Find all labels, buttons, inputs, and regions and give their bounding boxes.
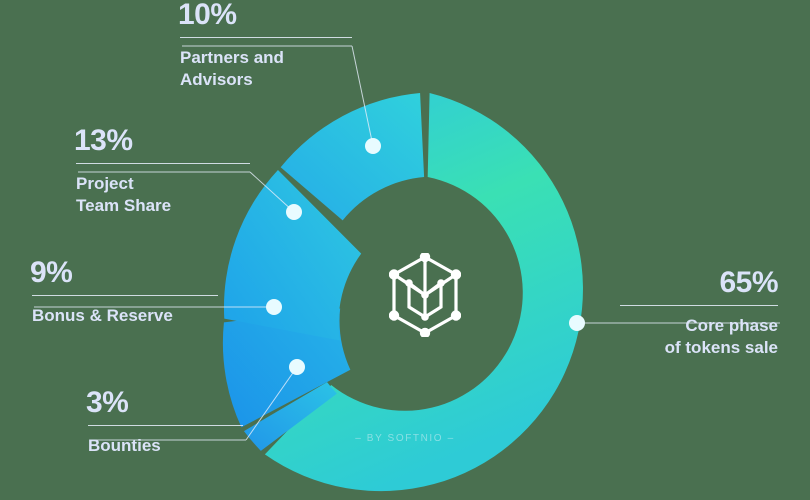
slice-core[interactable] <box>264 93 583 492</box>
callout-leader-lines <box>34 45 780 441</box>
callout-rule-partners <box>180 37 352 38</box>
callout-name-core: Core phase of tokens sale <box>664 316 778 357</box>
dot-partners[interactable] <box>365 138 381 154</box>
callout-rule-core <box>620 305 778 306</box>
callout-percent-bonus: 9% <box>30 256 73 289</box>
callout-rule-bonus <box>32 295 218 296</box>
callout-percent-team: 13% <box>74 124 133 157</box>
callout-name-team: Project Team Share <box>76 174 172 215</box>
callout-label-team[interactable]: 13% Project Team Share <box>74 124 250 217</box>
callout-name-partners: Partners and Advisors <box>180 48 284 89</box>
callout-percent-bounties: 3% <box>86 386 129 419</box>
softnio-watermark: – BY SOFTNIO – <box>355 433 455 444</box>
callout-name-bounties: Bounties <box>88 436 161 455</box>
dot-bounties[interactable] <box>289 359 305 375</box>
dot-core[interactable] <box>569 315 585 331</box>
callout-percent-core: 65% <box>719 266 778 299</box>
dot-bonus[interactable] <box>266 299 282 315</box>
leader-partners <box>351 45 374 147</box>
donut-slices <box>222 93 583 492</box>
dot-team[interactable] <box>286 204 302 220</box>
leader-team <box>249 171 295 213</box>
slice-partners[interactable] <box>280 93 425 221</box>
callout-label-bonus[interactable]: 9% Bonus & Reserve <box>30 256 218 327</box>
callout-label-partners[interactable]: 10% Partners and Advisors <box>178 0 352 91</box>
callout-label-core[interactable]: 65% Core phase of tokens sale <box>620 266 779 359</box>
callout-percent-partners: 10% <box>178 0 237 31</box>
slice-bounties[interactable] <box>243 382 337 451</box>
callout-name-bonus: Bonus & Reserve <box>32 306 173 325</box>
callout-label-bounties[interactable]: 3% Bounties <box>86 386 243 457</box>
hexagon-cube-network-icon <box>389 253 461 337</box>
callout-rule-bounties <box>88 425 243 426</box>
leader-bounties <box>245 366 298 441</box>
callout-rule-team <box>76 163 250 164</box>
slice-bonus[interactable] <box>222 308 351 428</box>
callout-dots <box>266 138 585 375</box>
slice-team[interactable] <box>223 169 362 341</box>
